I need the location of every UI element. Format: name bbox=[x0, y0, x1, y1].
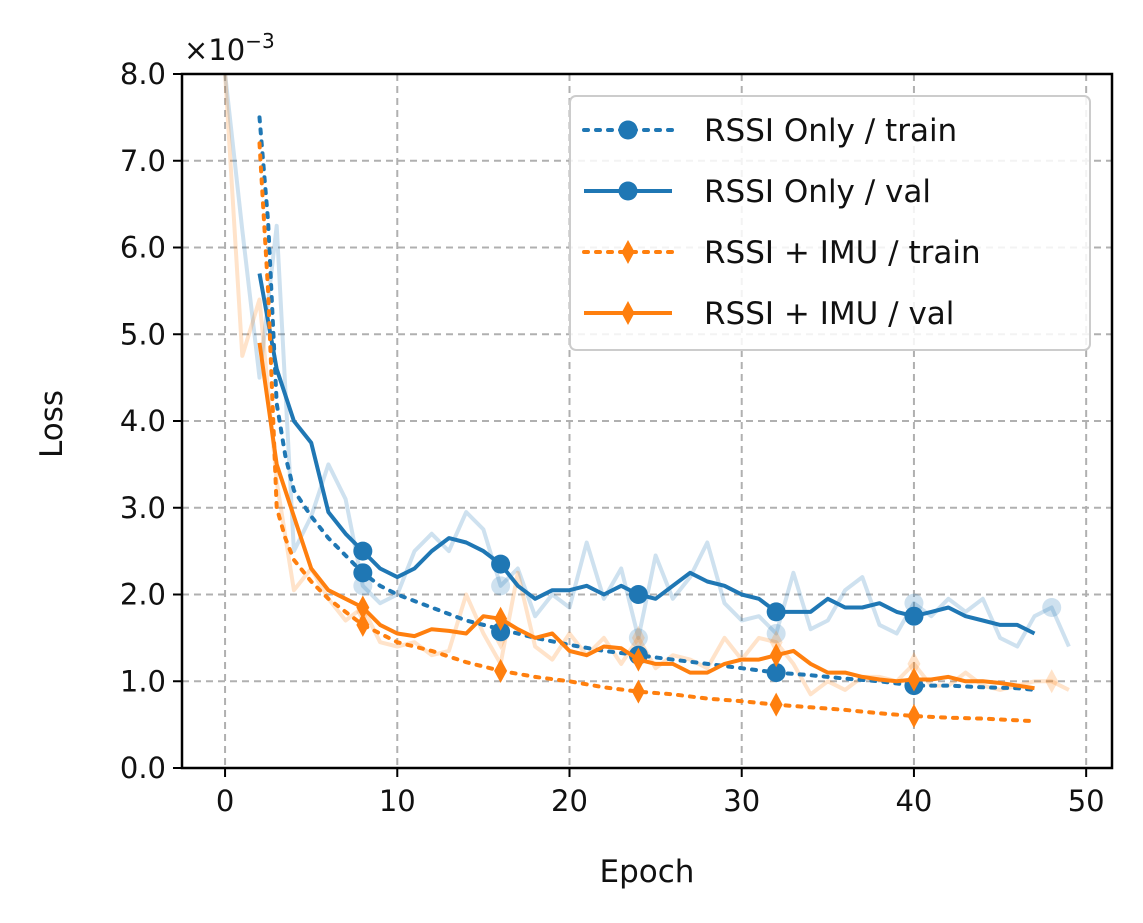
legend-label: RSSI + IMU / train bbox=[704, 235, 981, 271]
raw-series-marker bbox=[907, 651, 921, 676]
raw-series-marker bbox=[1045, 669, 1059, 694]
y-axis-ticks: 0.0 1.0 2.0 3.0 4.0 5.0 6.0 7.0 8.0 bbox=[120, 57, 182, 785]
y-tick-label: 6.0 bbox=[120, 231, 166, 265]
series-marker bbox=[907, 703, 921, 728]
series-marker bbox=[631, 679, 645, 704]
x-axis-ticks: 0 10 20 30 40 50 bbox=[216, 768, 1105, 818]
raw-series-marker bbox=[904, 593, 924, 613]
series-marker bbox=[769, 643, 783, 668]
series-marker bbox=[769, 692, 783, 717]
y-axis-label: Loss bbox=[34, 390, 70, 458]
x-tick-label: 50 bbox=[1068, 784, 1105, 818]
series-marker bbox=[356, 612, 370, 637]
series-marker bbox=[353, 541, 373, 561]
legend-box bbox=[569, 95, 1091, 351]
x-tick-label: 10 bbox=[379, 784, 416, 818]
raw-series-marker bbox=[769, 630, 783, 655]
series-marker bbox=[766, 663, 786, 683]
y-tick-label: 0.0 bbox=[120, 751, 166, 785]
y-scale-exponent: −3 bbox=[245, 29, 274, 53]
legend-marker bbox=[618, 120, 638, 140]
y-scale-label: ×10−3 bbox=[184, 29, 275, 67]
legend-label: RSSI Only / val bbox=[704, 174, 931, 210]
series-marker bbox=[353, 563, 373, 583]
series-marker bbox=[356, 595, 370, 620]
legend: RSSI Only / train RSSI Only / val RSSI + I… bbox=[569, 95, 1091, 351]
y-tick-label: 4.0 bbox=[120, 404, 166, 438]
x-tick-label: 30 bbox=[723, 784, 760, 818]
series-marker bbox=[907, 667, 921, 692]
raw-series-marker bbox=[1042, 598, 1062, 618]
x-tick-label: 40 bbox=[895, 784, 932, 818]
series-marker bbox=[904, 606, 924, 626]
y-tick-label: 5.0 bbox=[120, 317, 166, 351]
y-tick-label: 2.0 bbox=[120, 578, 166, 612]
series-marker bbox=[494, 606, 508, 631]
legend-marker bbox=[618, 181, 638, 201]
series-marker bbox=[491, 554, 511, 574]
series-marker bbox=[628, 585, 648, 604]
y-tick-label: 8.0 bbox=[120, 57, 166, 91]
raw-series-marker bbox=[491, 576, 511, 596]
y-tick-label: 7.0 bbox=[120, 144, 166, 178]
series-line bbox=[257, 342, 1035, 691]
series-line bbox=[257, 141, 1037, 724]
raw-series-marker bbox=[628, 628, 648, 648]
series-marker bbox=[491, 622, 511, 642]
legend-marker bbox=[621, 301, 635, 325]
y-tick-label: 1.0 bbox=[120, 664, 166, 698]
series-marker bbox=[494, 658, 508, 683]
series-marker bbox=[631, 647, 645, 672]
raw-series-marker bbox=[766, 624, 786, 644]
x-tick-label: 0 bbox=[216, 784, 234, 818]
y-tick-label: 3.0 bbox=[120, 491, 166, 525]
x-axis-label: Epoch bbox=[600, 854, 695, 890]
raw-series-marker bbox=[631, 625, 645, 650]
raw-series-marker bbox=[353, 576, 373, 596]
legend-marker bbox=[621, 240, 635, 264]
legend-label: RSSI Only / train bbox=[704, 113, 957, 149]
x-tick-label: 20 bbox=[551, 784, 588, 818]
smoothed-series-layer bbox=[257, 115, 1037, 728]
legend-label: RSSI + IMU / val bbox=[704, 296, 954, 332]
series-marker bbox=[766, 602, 786, 622]
